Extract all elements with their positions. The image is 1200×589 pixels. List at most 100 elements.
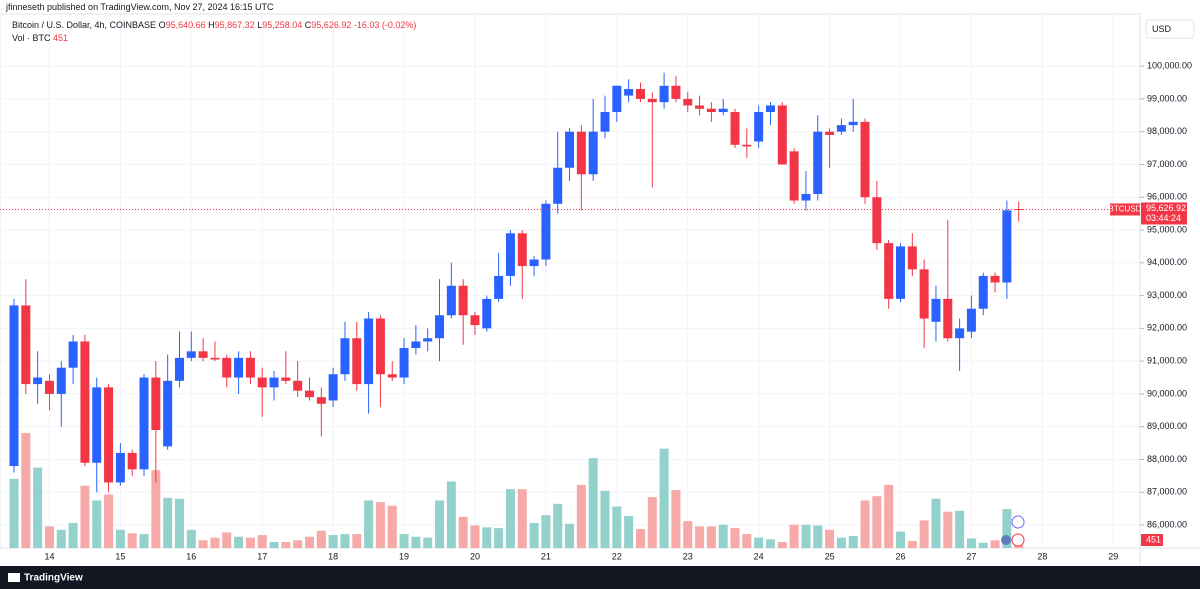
candle-body [80, 341, 90, 463]
volume-bar [754, 537, 764, 548]
candle-body [872, 197, 882, 244]
candle-body [151, 377, 161, 430]
volume-bar [777, 541, 787, 548]
volume-bar [151, 470, 161, 548]
y-tick-label: 97,000.00 [1147, 159, 1187, 169]
currency-box[interactable] [1145, 19, 1195, 39]
y-tick-label: 87,000.00 [1147, 487, 1187, 497]
volume-bar [718, 524, 728, 548]
candle-body [966, 308, 976, 332]
volume-bar [848, 535, 858, 548]
volume-bar [978, 542, 988, 548]
legend-item: O [158, 20, 166, 30]
legend-item: C [304, 20, 312, 30]
currency: USD [1152, 24, 1172, 34]
grid [0, 14, 1140, 548]
x-tick-label: 20 [470, 551, 480, 561]
candle-body [884, 243, 894, 299]
x-tick-label: 14 [44, 551, 54, 561]
candle-body [706, 108, 716, 113]
candle-body [174, 357, 184, 381]
volume-bar [482, 527, 492, 548]
candle-body [683, 98, 693, 106]
candle-body [186, 351, 196, 358]
candle-body [21, 305, 31, 385]
candle-body [624, 89, 634, 96]
candle-body [588, 131, 598, 175]
candle-body [742, 144, 752, 147]
x-tick-label: 25 [825, 551, 835, 561]
volume-bar [245, 537, 255, 548]
volume-bar [423, 537, 433, 548]
candle-body [33, 377, 43, 385]
volume-scale-label: 451 [1146, 534, 1161, 544]
candle-body [919, 269, 929, 319]
y-tick-label: 92,000.00 [1147, 323, 1187, 333]
y-tick-label: 100,000.00 [1147, 60, 1192, 70]
volume-bar [80, 485, 90, 548]
candle-body [68, 341, 78, 368]
volume-bar [955, 510, 965, 548]
volume-bar [269, 541, 279, 548]
volume-bar [340, 534, 350, 548]
volume-bar [104, 494, 114, 548]
x-tick-label: 21 [541, 551, 551, 561]
y-tick-label: 91,000.00 [1147, 356, 1187, 366]
candle-body [801, 193, 811, 201]
candle-body [896, 246, 905, 299]
volume-bar [896, 531, 905, 548]
legend-item: 95,626.92 [311, 20, 352, 30]
candle-body [517, 233, 527, 267]
candle-body [375, 318, 385, 375]
volume-bar [446, 481, 456, 548]
volume-bar [375, 502, 385, 548]
volume-bar [553, 503, 563, 548]
x-tick-label: 29 [1108, 551, 1118, 561]
volume-bar [541, 515, 551, 548]
volume-bar [470, 525, 480, 548]
event-icon[interactable] [1011, 515, 1025, 529]
candle-body [1002, 210, 1012, 283]
x-tick-label: 18 [328, 551, 338, 561]
volume-bar [44, 526, 54, 548]
volume-label: Vol · BTC [12, 33, 51, 43]
legend-item: 95,258.04 [262, 20, 303, 30]
candle-body [541, 203, 551, 260]
candle-body [257, 377, 267, 388]
volume-bar [68, 522, 78, 548]
legend-item: 95,640.66 [165, 20, 206, 30]
candle-body [860, 121, 870, 198]
volume-bar [494, 528, 504, 548]
legend-item: L [257, 20, 263, 30]
candle-body [765, 105, 775, 113]
candle-body [234, 357, 244, 378]
candle-body [411, 341, 421, 349]
y-tick-label: 86,000.00 [1147, 519, 1187, 529]
y-tick-label: 89,000.00 [1147, 421, 1187, 431]
volume-bar [505, 489, 515, 548]
y-tick-label: 90,000.00 [1147, 388, 1187, 398]
volume-bar [588, 458, 598, 548]
last-symbol-box [1110, 203, 1140, 216]
volume-bar [647, 497, 657, 548]
footer-bar [0, 566, 1200, 589]
candle-body [576, 131, 586, 175]
volume-bar [163, 497, 173, 548]
candle-body [269, 377, 279, 388]
candle-body [789, 151, 799, 201]
volume-bar [281, 541, 291, 548]
event-icon[interactable] [1011, 533, 1025, 547]
candle-body [387, 374, 397, 378]
volume-bar [966, 538, 976, 548]
candle-body [825, 131, 835, 135]
flag-icon[interactable] [1001, 535, 1011, 545]
footer-brand: TradingView [24, 573, 83, 584]
x-tick-label: 22 [612, 551, 622, 561]
x-tick-label: 15 [115, 551, 125, 561]
candle-body [813, 131, 823, 194]
candle-body [163, 380, 173, 447]
candle-body [931, 298, 941, 322]
volume-bar [210, 537, 220, 548]
candle-body [600, 112, 610, 132]
